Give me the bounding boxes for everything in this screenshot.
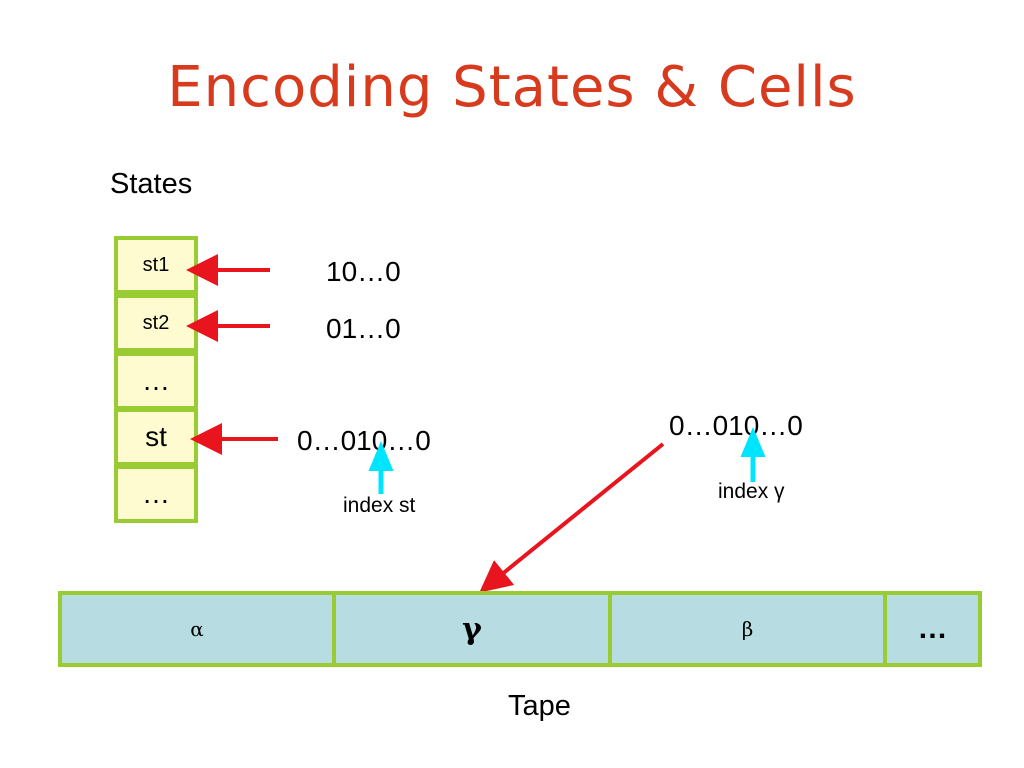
tape-cell-gamma: γ (336, 591, 612, 667)
state-cell-st1: st1 (114, 236, 198, 294)
st2-encoding: 01…0 (326, 313, 401, 344)
index-gamma-label: index γ (718, 480, 785, 503)
index-st-label: index st (343, 494, 416, 517)
tape-cell-alpha: α (58, 591, 336, 667)
st1-encoding: 10…0 (326, 256, 401, 287)
tape: α γ β … (58, 591, 982, 667)
tape-label: Tape (508, 690, 571, 722)
tape-cell-ellipsis: … (887, 591, 982, 667)
st-encoding: 0…010…0 (297, 425, 431, 456)
slide-title: Encoding States & Cells (167, 55, 857, 120)
state-cell-ellipsis-2: … (114, 465, 198, 523)
state-cell-st2: st2 (114, 294, 198, 352)
arrow-to-gamma (479, 442, 665, 593)
states-heading: States (110, 168, 193, 200)
tape-cell-beta: β (612, 591, 887, 667)
cell-encoding: 0…010…0 (669, 410, 803, 441)
